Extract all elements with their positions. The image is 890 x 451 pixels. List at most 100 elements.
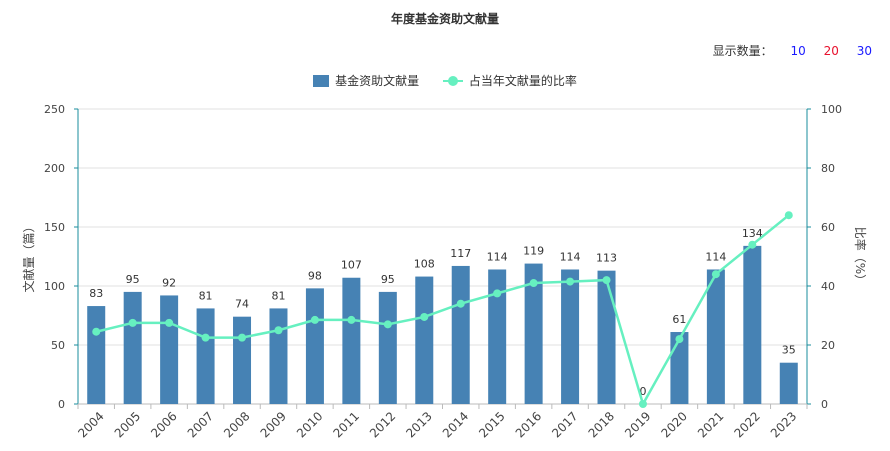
y-tick-label: 250 [44, 103, 65, 116]
ratio-point [602, 276, 611, 285]
bar [561, 269, 580, 404]
bar-value-label: 114 [487, 250, 508, 263]
bar-value-label: 98 [308, 269, 322, 282]
ratio-point [711, 270, 720, 279]
x-tick-label: 2006 [148, 409, 179, 440]
x-tick-label: 2014 [440, 409, 471, 440]
bar-value-label: 35 [782, 344, 796, 357]
y2-tick-label: 80 [821, 162, 835, 175]
y-tick-label: 150 [44, 221, 65, 234]
bar-value-label: 61 [672, 313, 686, 326]
display-count-label: 显示数量： [712, 44, 773, 58]
y2-tick-label: 0 [821, 398, 828, 411]
ratio-point [420, 312, 429, 321]
x-tick-label: 2005 [112, 409, 143, 440]
bar-value-label: 0 [639, 385, 646, 398]
bar-value-label: 83 [89, 287, 103, 300]
y2-tick-label: 100 [821, 103, 842, 116]
ratio-point [493, 289, 502, 298]
bar [160, 295, 179, 404]
ratio-point [456, 299, 465, 308]
x-tick-label: 2010 [294, 409, 325, 440]
x-tick-label: 2015 [476, 409, 507, 440]
x-tick-label: 2011 [330, 409, 361, 440]
ratio-point [784, 211, 793, 220]
ratio-point [748, 240, 757, 249]
chart-title: 年度基金资助文献量 [390, 12, 499, 26]
ratio-point [128, 318, 137, 327]
x-tick-label: 2017 [549, 409, 580, 440]
y2-axis-title: 比率（%） [853, 227, 868, 286]
ratio-point [201, 333, 210, 342]
ratio-point [165, 318, 174, 327]
ratio-point [529, 279, 538, 288]
y2-tick-label: 20 [821, 339, 835, 352]
x-tick-label: 2019 [622, 409, 653, 440]
bar [123, 291, 142, 404]
y-tick-label: 200 [44, 162, 65, 175]
bar [488, 269, 507, 404]
bar [269, 308, 288, 404]
bar [378, 291, 397, 404]
bar-value-label: 81 [199, 289, 213, 302]
ratio-point [274, 326, 283, 335]
bar [415, 276, 434, 404]
x-tick-label: 2007 [185, 409, 216, 440]
ratio-point [238, 333, 247, 342]
ratio-point [675, 335, 684, 344]
x-tick-label: 2009 [258, 409, 289, 440]
ratio-point [310, 315, 319, 324]
legend-item-line-series[interactable]: 占当年文献量的比率 [442, 72, 577, 89]
bar [670, 332, 689, 404]
bar [87, 306, 106, 404]
bar [524, 263, 543, 404]
bar [597, 270, 616, 404]
legend-label-bar-series: 基金资助文献量 [335, 74, 420, 88]
y-tick-label: 50 [51, 339, 65, 352]
bar-value-label: 119 [523, 245, 544, 258]
bar [451, 265, 470, 404]
bar-value-label: 107 [341, 259, 362, 272]
x-tick-label: 2020 [659, 409, 690, 440]
x-tick-label: 2021 [695, 409, 726, 440]
ratio-point [383, 320, 392, 329]
bar-value-label: 81 [271, 289, 285, 302]
y-tick-label: 0 [58, 398, 65, 411]
ratio-point [347, 315, 356, 324]
bar [196, 308, 215, 404]
bar-value-label: 134 [742, 227, 763, 240]
bar-value-label: 95 [126, 273, 140, 286]
legend-label-line-series: 占当年文献量的比率 [468, 74, 577, 88]
display-count-selector: 显示数量： 10 20 30 [713, 42, 872, 59]
bar-value-label: 117 [450, 247, 471, 260]
bar-value-label: 95 [381, 273, 395, 286]
x-tick-label: 2016 [513, 409, 544, 440]
display-count-option-20[interactable]: 20 [823, 44, 839, 58]
legend-item-bar-series[interactable]: 基金资助文献量 [313, 72, 419, 89]
x-tick-label: 2008 [221, 409, 252, 440]
display-count-option-10[interactable]: 10 [790, 44, 806, 58]
y2-tick-label: 60 [821, 221, 835, 234]
bar [743, 245, 762, 404]
display-count-option-30[interactable]: 30 [856, 44, 872, 58]
ratio-point [92, 327, 101, 336]
bar-value-label: 114 [560, 250, 581, 263]
y-axis-title: 文献量（篇） [21, 220, 36, 292]
bar [779, 362, 798, 404]
y2-tick-label: 40 [821, 280, 835, 293]
bar [233, 316, 252, 404]
x-tick-label: 2023 [768, 409, 799, 440]
chart-legend: 基金资助文献量 占当年文献量的比率 [0, 72, 890, 90]
bar-value-label: 108 [414, 258, 435, 271]
bar-value-label: 74 [235, 298, 249, 311]
bar [706, 269, 725, 404]
x-tick-label: 2013 [403, 409, 434, 440]
y-tick-label: 100 [44, 280, 65, 293]
ratio-line [95, 214, 790, 408]
bar-value-label: 92 [162, 276, 176, 289]
bar [342, 277, 361, 404]
ratio-point [638, 400, 647, 408]
x-tick-label: 2022 [731, 409, 762, 440]
ratio-point [566, 277, 575, 286]
